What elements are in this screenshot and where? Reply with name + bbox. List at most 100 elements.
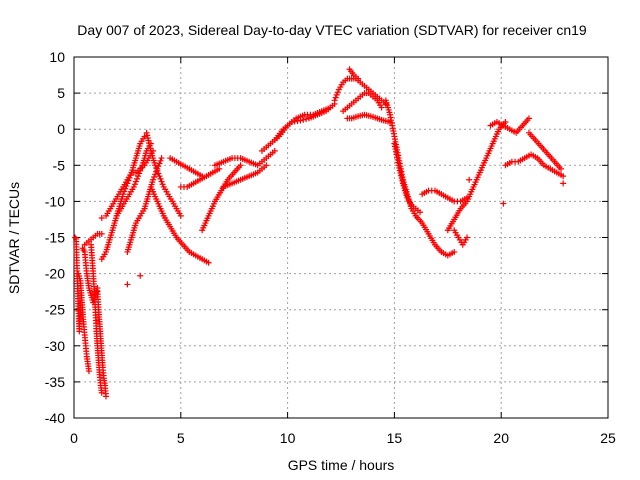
data-point bbox=[332, 94, 339, 101]
data-point bbox=[134, 175, 141, 182]
data-point bbox=[417, 209, 424, 216]
series-peak-top bbox=[346, 66, 362, 82]
data-point bbox=[141, 133, 148, 140]
data-point bbox=[130, 183, 137, 190]
data-point bbox=[98, 389, 105, 396]
series-rise-b bbox=[211, 147, 278, 169]
data-point bbox=[464, 234, 471, 241]
series-wave-c bbox=[167, 155, 206, 180]
x-tick-label: 15 bbox=[387, 430, 403, 446]
x-tick-label: 10 bbox=[280, 430, 296, 446]
axis-ticks bbox=[73, 56, 609, 419]
series-rise-a bbox=[199, 162, 244, 234]
series-late-a bbox=[487, 115, 532, 136]
data-point bbox=[300, 116, 307, 123]
x-tick-label: 0 bbox=[70, 430, 78, 446]
data-point bbox=[152, 171, 159, 178]
data-point bbox=[155, 170, 162, 177]
data-point bbox=[103, 393, 110, 400]
series-ramp-a bbox=[81, 230, 105, 248]
data-point bbox=[560, 173, 567, 180]
data-point bbox=[131, 181, 138, 188]
data-point bbox=[451, 248, 458, 255]
series-dip-b bbox=[75, 270, 92, 375]
data-point bbox=[157, 175, 164, 182]
series-trough-d bbox=[451, 227, 471, 248]
data-point bbox=[333, 91, 340, 98]
x-tick-label: 25 bbox=[600, 430, 616, 446]
data-point bbox=[558, 165, 565, 172]
data-point bbox=[124, 281, 131, 288]
data-point bbox=[132, 178, 139, 185]
series-ramp-b bbox=[98, 133, 148, 263]
y-tick-label: 0 bbox=[57, 121, 65, 137]
data-point bbox=[159, 181, 166, 188]
series-trough-a bbox=[412, 212, 458, 259]
data-points bbox=[72, 66, 567, 400]
y-tick-labels: 10 5 0 -5 -10 -15 -20 -25 -30 -35 -40 bbox=[45, 49, 65, 426]
y-tick-label: -5 bbox=[53, 157, 66, 173]
data-point bbox=[297, 117, 304, 124]
data-point bbox=[152, 162, 159, 169]
data-point bbox=[156, 173, 163, 180]
chart-title: Day 007 of 2023, Sidereal Day-to-day VTE… bbox=[77, 22, 587, 38]
series-dip-e bbox=[94, 288, 110, 400]
y-tick-label: 10 bbox=[49, 49, 65, 65]
data-point bbox=[135, 173, 142, 180]
y-tick-label: 5 bbox=[57, 85, 65, 101]
y-tick-label: -10 bbox=[45, 193, 65, 209]
data-point bbox=[72, 234, 79, 241]
series-fall-b bbox=[391, 140, 424, 216]
data-point bbox=[205, 259, 212, 266]
data-point bbox=[150, 176, 157, 183]
y-tick-label: -30 bbox=[45, 338, 65, 354]
series-peak-b bbox=[340, 90, 385, 115]
data-point bbox=[158, 155, 165, 162]
data-point bbox=[334, 89, 341, 96]
data-point bbox=[138, 165, 145, 172]
data-point bbox=[525, 115, 532, 122]
series-late-b bbox=[502, 151, 567, 180]
data-point bbox=[355, 75, 362, 82]
x-tick-labels: 0 5 10 15 20 25 bbox=[70, 430, 616, 446]
y-axis-label: SDTVAR / TECUs bbox=[6, 182, 22, 294]
data-point bbox=[156, 160, 163, 167]
series-outliers bbox=[98, 176, 567, 288]
data-point bbox=[500, 200, 507, 207]
x-tick-label: 5 bbox=[177, 430, 185, 446]
data-point bbox=[137, 167, 144, 174]
series-rise-c bbox=[220, 162, 270, 190]
data-point bbox=[157, 157, 164, 164]
data-point bbox=[331, 97, 338, 104]
y-tick-label: -20 bbox=[45, 266, 65, 282]
data-point bbox=[560, 180, 567, 187]
y-tick-label: -35 bbox=[45, 374, 65, 390]
data-point bbox=[98, 215, 105, 222]
data-point bbox=[466, 176, 473, 183]
x-tick-label: 20 bbox=[493, 430, 509, 446]
series-ramp-d bbox=[113, 140, 154, 219]
data-point bbox=[85, 368, 92, 375]
series-wave-b bbox=[147, 183, 212, 266]
x-axis-label: GPS time / hours bbox=[288, 457, 395, 473]
series-late-c bbox=[525, 129, 565, 172]
series-wave-a bbox=[143, 129, 184, 219]
series-wave-d bbox=[177, 165, 223, 190]
y-tick-label: -15 bbox=[45, 230, 65, 246]
data-point bbox=[136, 170, 143, 177]
series-rise-e bbox=[271, 100, 338, 144]
series-peak-c bbox=[344, 111, 394, 125]
y-tick-label: -40 bbox=[45, 410, 65, 426]
data-point bbox=[154, 167, 161, 174]
data-point bbox=[98, 230, 105, 237]
series-trough-c bbox=[444, 118, 509, 234]
data-point bbox=[137, 272, 144, 279]
data-point bbox=[177, 212, 184, 219]
data-point bbox=[378, 104, 385, 111]
data-point bbox=[158, 178, 165, 185]
data-point bbox=[153, 165, 160, 172]
series-trough-b bbox=[419, 187, 471, 205]
data-point bbox=[216, 165, 223, 172]
data-point bbox=[271, 147, 278, 154]
